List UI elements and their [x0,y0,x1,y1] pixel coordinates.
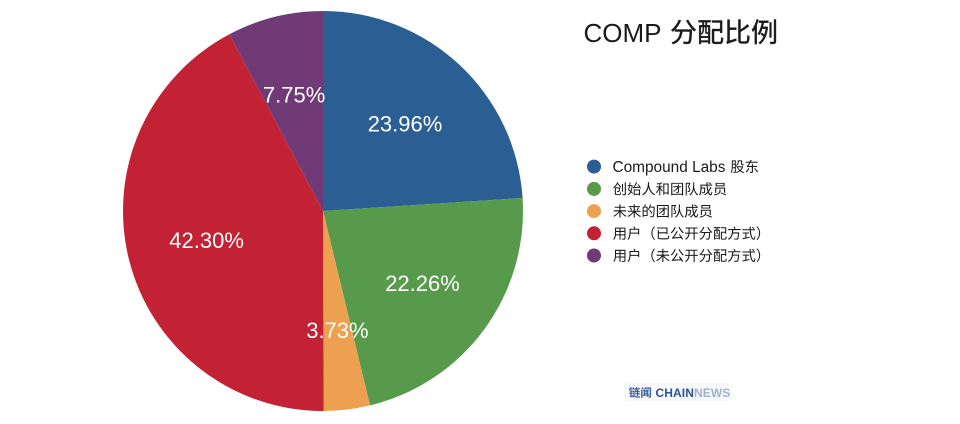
svg-text:CHAINNEWS: CHAINNEWS [656,386,731,400]
svg-text:3.73%: 3.73% [306,318,368,343]
svg-text:42.30%: 42.30% [169,228,244,253]
svg-text:Compound Labs: Compound Labs [613,159,726,176]
svg-text:23.96%: 23.96% [368,111,443,136]
svg-text:COMP: COMP [584,18,662,48]
svg-text:7.75%: 7.75% [263,82,325,107]
svg-text:22.26%: 22.26% [385,271,460,296]
